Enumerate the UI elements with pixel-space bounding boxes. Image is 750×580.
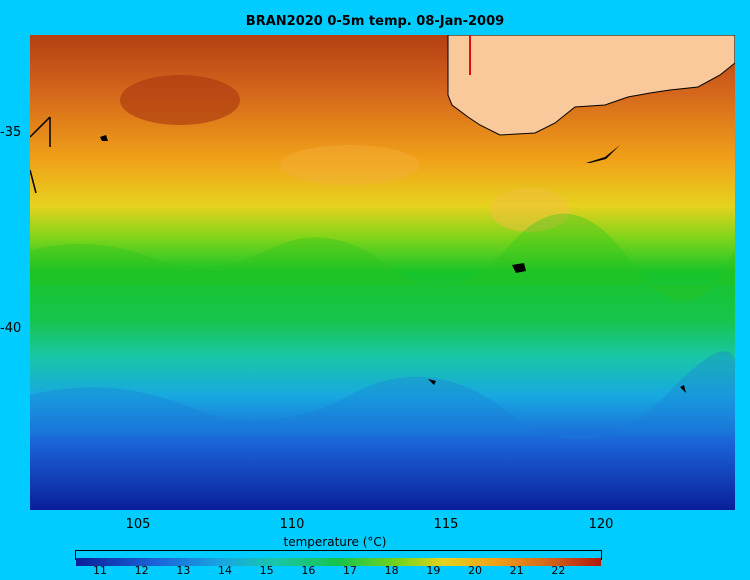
colorbar-tick-label: 12 [134,564,149,577]
colorbar-tick-label: 20 [468,564,482,577]
warm-eddy [490,188,570,232]
x-tick-label: 120 [588,517,614,532]
blue-front [30,351,735,440]
temperature-field [30,35,735,510]
green-front [30,213,735,302]
australia-landmass [447,35,735,136]
y-tick-label: -40 [0,321,22,336]
x-tick-label: 115 [433,517,459,532]
warm-eddy [280,145,420,185]
x-tick-label: 110 [279,517,305,532]
coast-line [30,116,51,194]
colorbar-tick-label: 11 [93,564,107,577]
colorbar-tick-label: 16 [301,564,316,577]
island [428,379,436,385]
island [512,263,526,273]
map-title: BRAN2020 0-5m temp. 08-Jan-2009 [245,14,505,29]
island [100,135,108,141]
colorbar-tick-label: 13 [176,564,191,577]
island [586,145,620,163]
colorbar-tick-label: 18 [384,564,399,577]
colorbar-tick-label: 17 [343,564,357,577]
colorbar-tick-label: 14 [218,564,232,577]
x-tick-label: 105 [125,517,151,532]
colorbar [75,550,602,566]
y-tick-label: -35 [0,125,22,140]
island [680,385,686,393]
colorbar-tick-label: 21 [509,564,524,577]
colorbar-tick-label: 19 [426,564,441,577]
temperature-map: -35 -40 [0,35,735,510]
colorbar-tick-label: 22 [551,564,566,577]
warm-patch [120,75,240,125]
colorbar-tick-label: 15 [259,564,274,577]
colorbar-label: temperature (°C) [283,535,387,549]
